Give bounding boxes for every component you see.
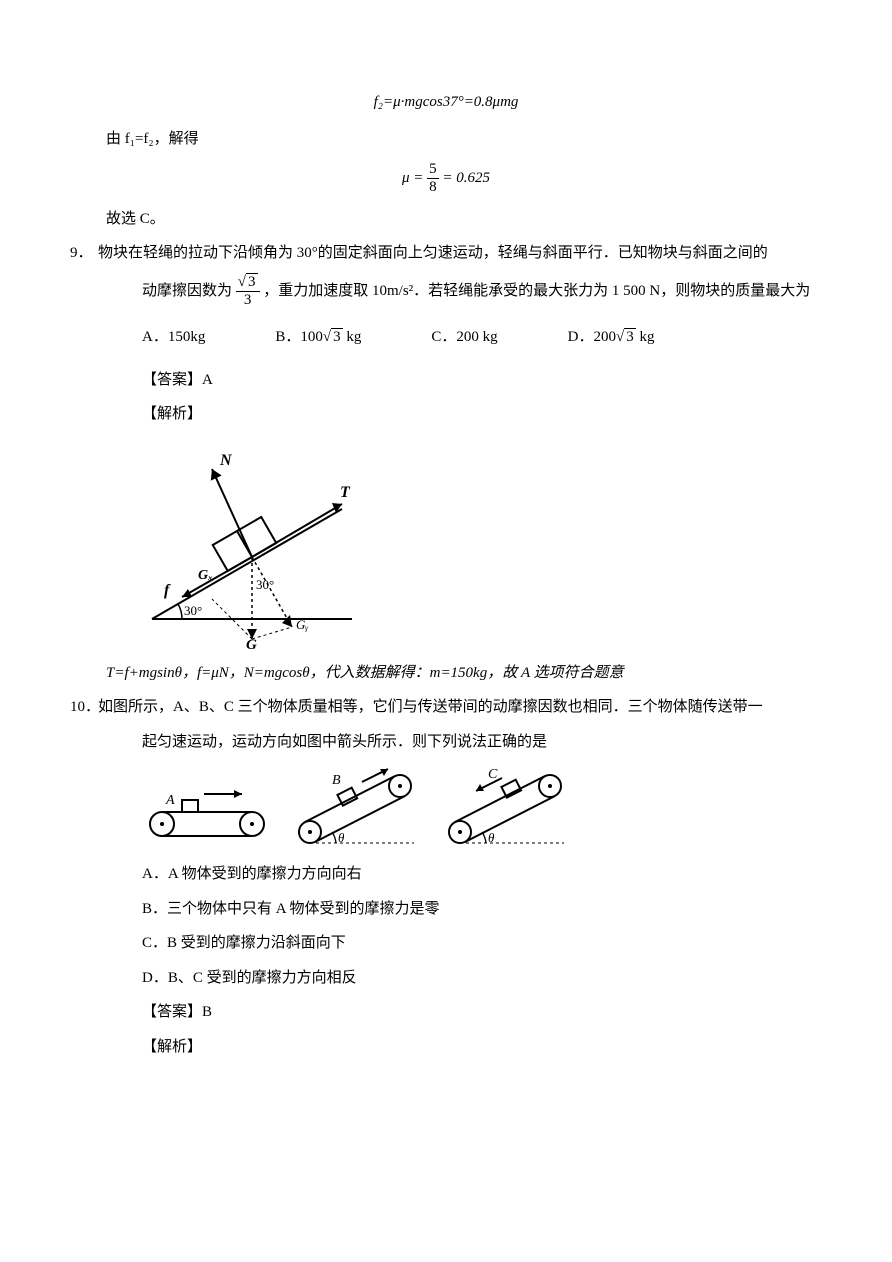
- dash-close-1: [252, 627, 292, 639]
- q10-option-d: D．B、C 受到的摩擦力方向相反: [70, 964, 822, 993]
- t-vector: [252, 504, 342, 557]
- q9-answer: 【答案】A: [70, 366, 822, 395]
- q10-stem2-text: 起匀速运动，运动方向如图中箭头所示．则下列说法正确的是: [142, 734, 547, 750]
- q10-option-a-text: A．A 物体受到的摩擦力方向向右: [142, 866, 362, 882]
- a-label: A: [165, 793, 175, 808]
- q9-stem-line2: 动摩擦因数为 √3 3 ，重力加速度取 10m/s²．若轻绳能承受的最大张力为 …: [70, 274, 822, 310]
- q9-stem1-text: 物块在轻绳的拉动下沿倾角为 30°的固定斜面向上匀速运动，轻绳与斜面平行．已知物…: [98, 245, 768, 261]
- q10-stem1-text: 如图所示，A、B、C 三个物体质量相等，它们与传送带间的动摩擦因数也相同．三个物…: [98, 699, 763, 715]
- b-label: B: [332, 773, 341, 788]
- gx-label: Gₓ: [198, 568, 213, 583]
- q9-options: A．150kg B．100√3 kg C．200 kg D．200√3 kg: [70, 323, 822, 352]
- q10-option-a: A．A 物体受到的摩擦力方向向右: [70, 860, 822, 889]
- equation-mu: μ = 5 8 = 0.625: [70, 161, 822, 197]
- fraction-5-8: 5 8: [427, 161, 439, 197]
- choose-c-text: 故选 C。: [106, 211, 165, 227]
- base-angle-label: 30°: [184, 603, 202, 618]
- q10-explain-label-text: 【解析】: [142, 1039, 202, 1055]
- eq-rhs: = 0.625: [442, 170, 490, 186]
- q10-option-c-text: C．B 受到的摩擦力沿斜面向下: [142, 935, 346, 951]
- q10-conveyor-diagram: A B θ: [142, 764, 572, 852]
- equals-1: =: [413, 170, 427, 186]
- q9-option-d: D．200√3 kg: [568, 323, 655, 352]
- q10-option-b-text: B．三个物体中只有 A 物体受到的摩擦力是零: [142, 901, 440, 917]
- q10-option-d-text: D．B、C 受到的摩擦力方向相反: [142, 970, 357, 986]
- b-theta: θ: [338, 830, 345, 845]
- q9-explain-label: 【解析】: [70, 400, 822, 429]
- conveyor-a: A: [150, 790, 264, 836]
- t-angle-label: 30°: [256, 577, 274, 592]
- eq-f2-text: f₂=μ·mgcos37°=0.8μmg: [374, 94, 519, 110]
- line-by-f1f2: 由 f₁=f₂，解得: [70, 125, 822, 154]
- q10-option-b: B．三个物体中只有 A 物体受到的摩擦力是零: [70, 895, 822, 924]
- gy-vector: [252, 557, 292, 627]
- gy-label: Gᵧ: [296, 617, 308, 632]
- frac-den: 8: [427, 179, 439, 196]
- q9-option-c: C．200 kg: [431, 323, 497, 352]
- q9-explain-label-text: 【解析】: [142, 406, 202, 422]
- q9-incline-diagram: N T f Gₓ G Gᵧ 30° 30°: [142, 439, 362, 649]
- gy-arrowhead: [282, 615, 292, 627]
- q10-stem-line1: 10．如图所示，A、B、C 三个物体质量相等，它们与传送带间的动摩擦因数也相同．…: [70, 693, 822, 722]
- frac-num: 5: [427, 161, 439, 179]
- line-by-f1f2-text: 由 f₁=f₂，解得: [106, 131, 199, 147]
- choose-c: 故选 C。: [70, 205, 822, 234]
- f-vector: [182, 557, 252, 597]
- t-label: T: [340, 484, 351, 501]
- q9-option-a: A．150kg: [142, 323, 205, 352]
- q9-solution-text: T=f+mgsinθ，f=μN，N=mgcosθ，代入数据解得：m=150kg，…: [106, 665, 624, 681]
- q9-mu-fraction: √3 3: [236, 274, 260, 310]
- q9-solution: T=f+mgsinθ，f=μN，N=mgcosθ，代入数据解得：m=150kg，…: [70, 659, 822, 688]
- f-label: f: [164, 582, 171, 599]
- q9-option-b: B．100√3 kg: [275, 323, 361, 352]
- q10-answer: 【答案】B: [70, 998, 822, 1027]
- n-vector: [212, 469, 252, 557]
- q9-answer-text: 【答案】A: [142, 372, 213, 388]
- q10-number: 10．: [70, 693, 98, 722]
- q9-mu-den: 3: [236, 292, 260, 309]
- block: [213, 517, 276, 571]
- c-theta: θ: [488, 830, 495, 845]
- q10-stem-line2: 起匀速运动，运动方向如图中箭头所示．则下列说法正确的是: [70, 728, 822, 757]
- q10-option-c: C．B 受到的摩擦力沿斜面向下: [70, 929, 822, 958]
- q9-stem2-post: ，重力加速度取 10m/s²．若轻绳能承受的最大张力为 1 500 N，则物块的…: [263, 283, 810, 299]
- q10-explain-label: 【解析】: [70, 1033, 822, 1062]
- n-label: N: [219, 452, 233, 469]
- q9-number: 9．: [70, 239, 98, 268]
- conveyor-b: B θ: [299, 769, 414, 845]
- conveyor-c: C θ: [449, 767, 564, 845]
- equation-f2: f₂=μ·mgcos37°=0.8μmg: [70, 88, 822, 117]
- q9-stem2-pre: 动摩擦因数为: [142, 283, 236, 299]
- q10-answer-text: 【答案】B: [142, 1004, 212, 1020]
- q9-stem-line1: 9．物块在轻绳的拉动下沿倾角为 30°的固定斜面向上匀速运动，轻绳与斜面平行．已…: [70, 239, 822, 268]
- q9-mu-num: √3: [236, 274, 260, 292]
- base-angle-arc: [178, 604, 182, 619]
- mu-symbol: μ: [402, 170, 410, 186]
- page: f₂=μ·mgcos37°=0.8μmg 由 f₁=f₂，解得 μ = 5 8 …: [0, 0, 892, 1262]
